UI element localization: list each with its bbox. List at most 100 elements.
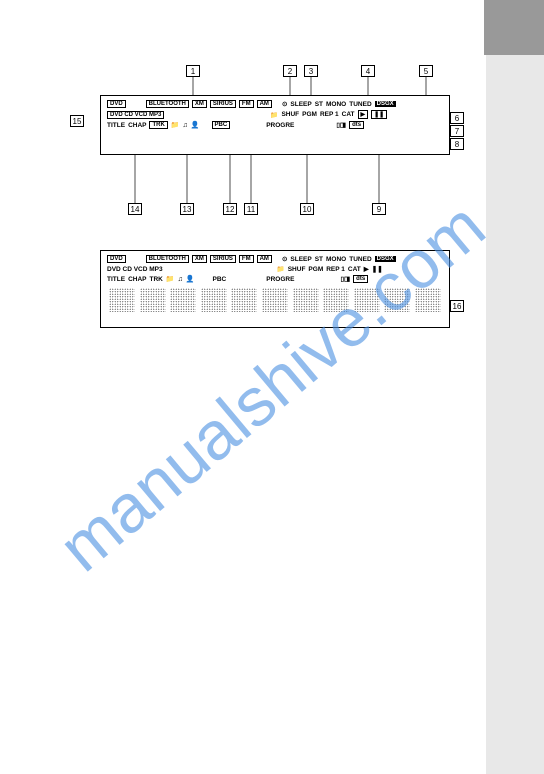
play-icon: ▶ [358, 110, 369, 119]
callout-14: 14 [128, 203, 142, 215]
callout-11: 11 [244, 203, 258, 215]
callout-8: 8 [450, 138, 464, 150]
display-row-2: DVD CD VCD MP3 📁 SHUF PGM REP 1 CAT ▶ ❚❚ [107, 110, 443, 119]
indicator2-st: ST [315, 256, 323, 263]
indicator-xm: XM [192, 100, 207, 108]
callout-13: 13 [180, 203, 194, 215]
callout-5: 5 [419, 65, 433, 77]
matrix-segment [201, 288, 227, 312]
timer2-icon: ⊙ [282, 255, 287, 263]
indicator2-pbc: PBC [213, 276, 227, 283]
pause-icon: ❚❚ [371, 110, 387, 119]
indicator2-sleep: SLEEP [290, 256, 311, 263]
indicator-st: ST [315, 101, 323, 108]
dolby2-icon: ▯◨ [340, 275, 350, 283]
callout-9: 9 [372, 203, 386, 215]
display-diagram-1: 1 2 3 4 5 6 7 8 15 14 13 12 11 10 9 DVD … [100, 65, 450, 155]
indicator-rep: REP 1 [320, 111, 339, 118]
note-icon: ♫ [183, 122, 188, 129]
indicator2-rep: REP 1 [326, 266, 345, 273]
matrix-segment [384, 288, 410, 312]
indicator-formats: DVD CD VCD MP3 [107, 111, 164, 119]
indicator-tuned: TUNED [349, 101, 371, 108]
display2-row-1: DVD BLUETOOTH XM SIRIUS FM AM ⊙ SLEEP ST… [107, 255, 443, 263]
indicator2-fm: FM [239, 255, 254, 263]
display2-row-3: TITLE CHAP TRK 📁 ♫ 👤 PBC PROGRE ▯◨ dts [107, 275, 443, 283]
indicator-dvd: DVD [107, 100, 126, 108]
indicator2-cat: CAT [348, 266, 361, 273]
indicator2-trk: TRK [149, 276, 162, 283]
callout-1: 1 [186, 65, 200, 77]
indicator2-mono: MONO [326, 256, 346, 263]
matrix-segment [170, 288, 196, 312]
callout-15: 15 [70, 115, 84, 127]
indicator-shuf: SHUF [281, 111, 299, 118]
folder4-icon: 📁 [166, 275, 175, 283]
matrix-segment [293, 288, 319, 312]
indicator-sleep: SLEEP [290, 101, 311, 108]
indicator2-shuf: SHUF [288, 266, 306, 273]
user-icon: 👤 [191, 121, 200, 129]
callout-10: 10 [300, 203, 314, 215]
pause2-icon: ❚❚ [372, 265, 383, 273]
dolby-icon: ▯◨ [336, 121, 346, 129]
display-panel-1: DVD BLUETOOTH XM SIRIUS FM AM ⊙ SLEEP ST… [100, 95, 450, 155]
dts2-icon: dts [353, 275, 368, 283]
play2-icon: ▶ [364, 265, 369, 273]
matrix-segment [231, 288, 257, 312]
matrix-segment [109, 288, 135, 312]
user2-icon: 👤 [186, 275, 195, 283]
matrix-segment [262, 288, 288, 312]
indicator-cat: CAT [342, 111, 355, 118]
indicator2-chap: CHAP [128, 276, 146, 283]
display2-row-2: DVD CD VCD MP3 📁 SHUF PGM REP 1 CAT ▶ ❚❚ [107, 265, 443, 273]
callout-7: 7 [450, 125, 464, 137]
timer-icon: ⊙ [282, 100, 287, 108]
indicator-pbc: PBC [212, 121, 231, 129]
folder-icon: 📁 [270, 111, 278, 119]
indicator-sirius: SIRIUS [210, 100, 236, 108]
indicator2-tuned: TUNED [349, 256, 371, 263]
indicator2-progre: PROGRE [266, 276, 294, 283]
indicator2-formats: DVD CD VCD MP3 [107, 266, 163, 273]
folder3-icon: 📁 [277, 265, 285, 273]
dts-icon: dts [349, 121, 364, 129]
indicator-trk: TRK [149, 121, 167, 129]
matrix-segment [323, 288, 349, 312]
indicator-mono: MONO [326, 101, 346, 108]
indicator-chap: CHAP [128, 122, 146, 129]
indicator2-am: AM [257, 255, 272, 263]
note2-icon: ♫ [178, 276, 183, 283]
indicator-dsgx: DSGX [375, 101, 396, 107]
callout-16: 16 [450, 300, 464, 312]
page-margin [486, 0, 544, 774]
indicator2-title: TITLE [107, 276, 125, 283]
indicator2-sirius: SIRIUS [210, 255, 236, 263]
callout-4: 4 [361, 65, 375, 77]
matrix-segment [415, 288, 441, 312]
watermark-text: manualshive.com [44, 187, 499, 587]
callout-12: 12 [223, 203, 237, 215]
indicator-bluetooth: BLUETOOTH [146, 100, 189, 108]
display-diagram-2: 16 DVD BLUETOOTH XM SIRIUS FM AM ⊙ SLEEP… [100, 250, 450, 328]
indicator2-bluetooth: BLUETOOTH [146, 255, 189, 263]
matrix-segment [140, 288, 166, 312]
indicator-am: AM [257, 100, 272, 108]
indicator2-dvd: DVD [107, 255, 126, 263]
indicator-fm: FM [239, 100, 254, 108]
indicator-pgm: PGM [302, 111, 317, 118]
display-panel-2: DVD BLUETOOTH XM SIRIUS FM AM ⊙ SLEEP ST… [100, 250, 450, 328]
callout-2: 2 [283, 65, 297, 77]
page-tab [484, 0, 544, 55]
indicator2-pgm: PGM [308, 266, 323, 273]
callout-6: 6 [450, 112, 464, 124]
indicator-title: TITLE [107, 122, 125, 129]
indicator2-xm: XM [192, 255, 207, 263]
indicator2-dsgx: DSGX [375, 256, 396, 262]
display-row-3: TITLE CHAP TRK 📁 ♫ 👤 PBC PROGRE ▯◨ dts [107, 121, 443, 129]
matrix-segment [354, 288, 380, 312]
callout-3: 3 [304, 65, 318, 77]
display-matrix [107, 288, 443, 312]
indicator-progre: PROGRE [266, 122, 294, 129]
display-row-1: DVD BLUETOOTH XM SIRIUS FM AM ⊙ SLEEP ST… [107, 100, 443, 108]
